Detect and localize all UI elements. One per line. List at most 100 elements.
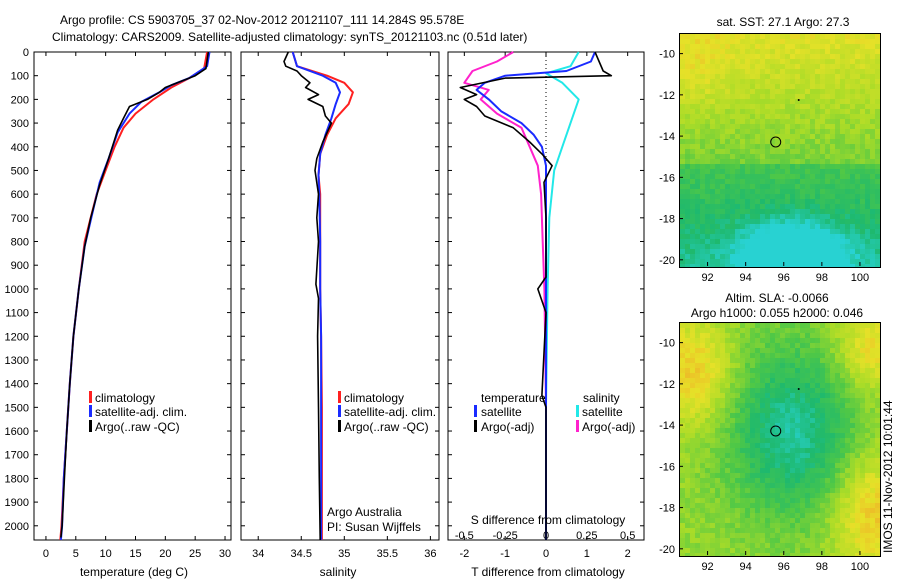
map-cell <box>765 513 771 519</box>
map-cell <box>725 119 731 125</box>
map-cell <box>860 129 866 135</box>
map-cell <box>765 543 771 549</box>
map-cell <box>780 418 786 424</box>
map-cell <box>875 518 880 524</box>
map-cell <box>860 458 866 464</box>
map-cell <box>710 224 716 230</box>
map-cell <box>785 44 791 50</box>
map-cell <box>845 149 851 155</box>
map-cell <box>705 463 711 469</box>
map-cell <box>685 214 691 220</box>
map-cell <box>805 89 811 95</box>
map-cell <box>850 229 856 235</box>
map-cell <box>835 109 841 115</box>
map-cell <box>865 388 871 394</box>
map-cell <box>795 84 801 90</box>
map-cell <box>760 533 766 539</box>
map-cell <box>875 503 880 509</box>
map-cell <box>765 373 771 379</box>
map-cell <box>685 328 691 334</box>
map-cell <box>840 353 846 359</box>
map-cell <box>820 109 826 115</box>
map-cell <box>800 333 806 339</box>
map-cell <box>775 523 781 529</box>
map-cell <box>790 99 796 105</box>
map-cell <box>710 194 716 200</box>
map-cell <box>740 333 746 339</box>
map-cell <box>840 408 846 414</box>
map-cell <box>875 443 880 449</box>
map-cell <box>860 249 866 255</box>
map-cell <box>700 244 706 250</box>
map-cell <box>680 363 686 369</box>
map-cell <box>710 149 716 155</box>
map-cell <box>840 343 846 349</box>
map-cell <box>775 373 781 379</box>
map-cell <box>785 259 791 265</box>
map-cell <box>700 199 706 205</box>
map-cell <box>755 363 761 369</box>
map-cell <box>725 468 731 474</box>
map-cell <box>805 398 811 404</box>
map-cell <box>790 548 796 554</box>
map-cell <box>855 214 861 220</box>
map-cell <box>765 159 771 165</box>
map-cell <box>795 264 801 267</box>
map-cell <box>735 468 741 474</box>
map-cell <box>755 323 761 329</box>
map-cell <box>855 333 861 339</box>
map-cell <box>825 79 831 85</box>
map-cell <box>710 214 716 220</box>
map-cell <box>770 179 776 185</box>
map-cell <box>830 458 836 464</box>
map-cell <box>830 79 836 85</box>
map-cell <box>730 244 736 250</box>
map-cell <box>745 438 751 444</box>
map-cell <box>830 219 836 225</box>
map-cell <box>715 453 721 459</box>
map-cell <box>735 89 741 95</box>
map-cell <box>850 413 856 419</box>
map-cell <box>795 234 801 240</box>
map-cell <box>840 124 846 130</box>
map-cell <box>700 34 706 40</box>
map-cell <box>760 204 766 210</box>
map-cell <box>770 353 776 359</box>
map-cell <box>820 194 826 200</box>
map-cell <box>805 144 811 150</box>
map-cell <box>780 398 786 404</box>
map-cell <box>845 234 851 240</box>
map-cell <box>725 179 731 185</box>
map-cell <box>800 368 806 374</box>
map-cell <box>730 323 736 329</box>
map-cell <box>865 458 871 464</box>
map-cell <box>835 84 841 90</box>
map-cell <box>695 109 701 115</box>
map-cell <box>775 343 781 349</box>
map-cell <box>790 523 796 529</box>
map-cell <box>785 348 791 354</box>
map-cell <box>870 388 876 394</box>
map-cell <box>730 149 736 155</box>
map-cell <box>770 478 776 484</box>
map-cell <box>750 338 756 344</box>
map-cell <box>775 468 781 474</box>
map-cell <box>745 533 751 539</box>
map-cell <box>830 104 836 110</box>
map-cell <box>845 428 851 434</box>
map-cell <box>875 139 880 145</box>
map-cell <box>790 264 796 267</box>
map-cell <box>730 358 736 364</box>
map-cell <box>865 204 871 210</box>
map-cell <box>800 393 806 399</box>
map-cell <box>750 428 756 434</box>
map-cell <box>720 214 726 220</box>
map-cell <box>840 114 846 120</box>
map-cell <box>775 134 781 140</box>
map-cell <box>825 323 831 329</box>
map-cell <box>705 328 711 334</box>
map-cell <box>835 413 841 419</box>
map-cell <box>735 64 741 70</box>
map-cell <box>685 114 691 120</box>
map-cell <box>760 358 766 364</box>
